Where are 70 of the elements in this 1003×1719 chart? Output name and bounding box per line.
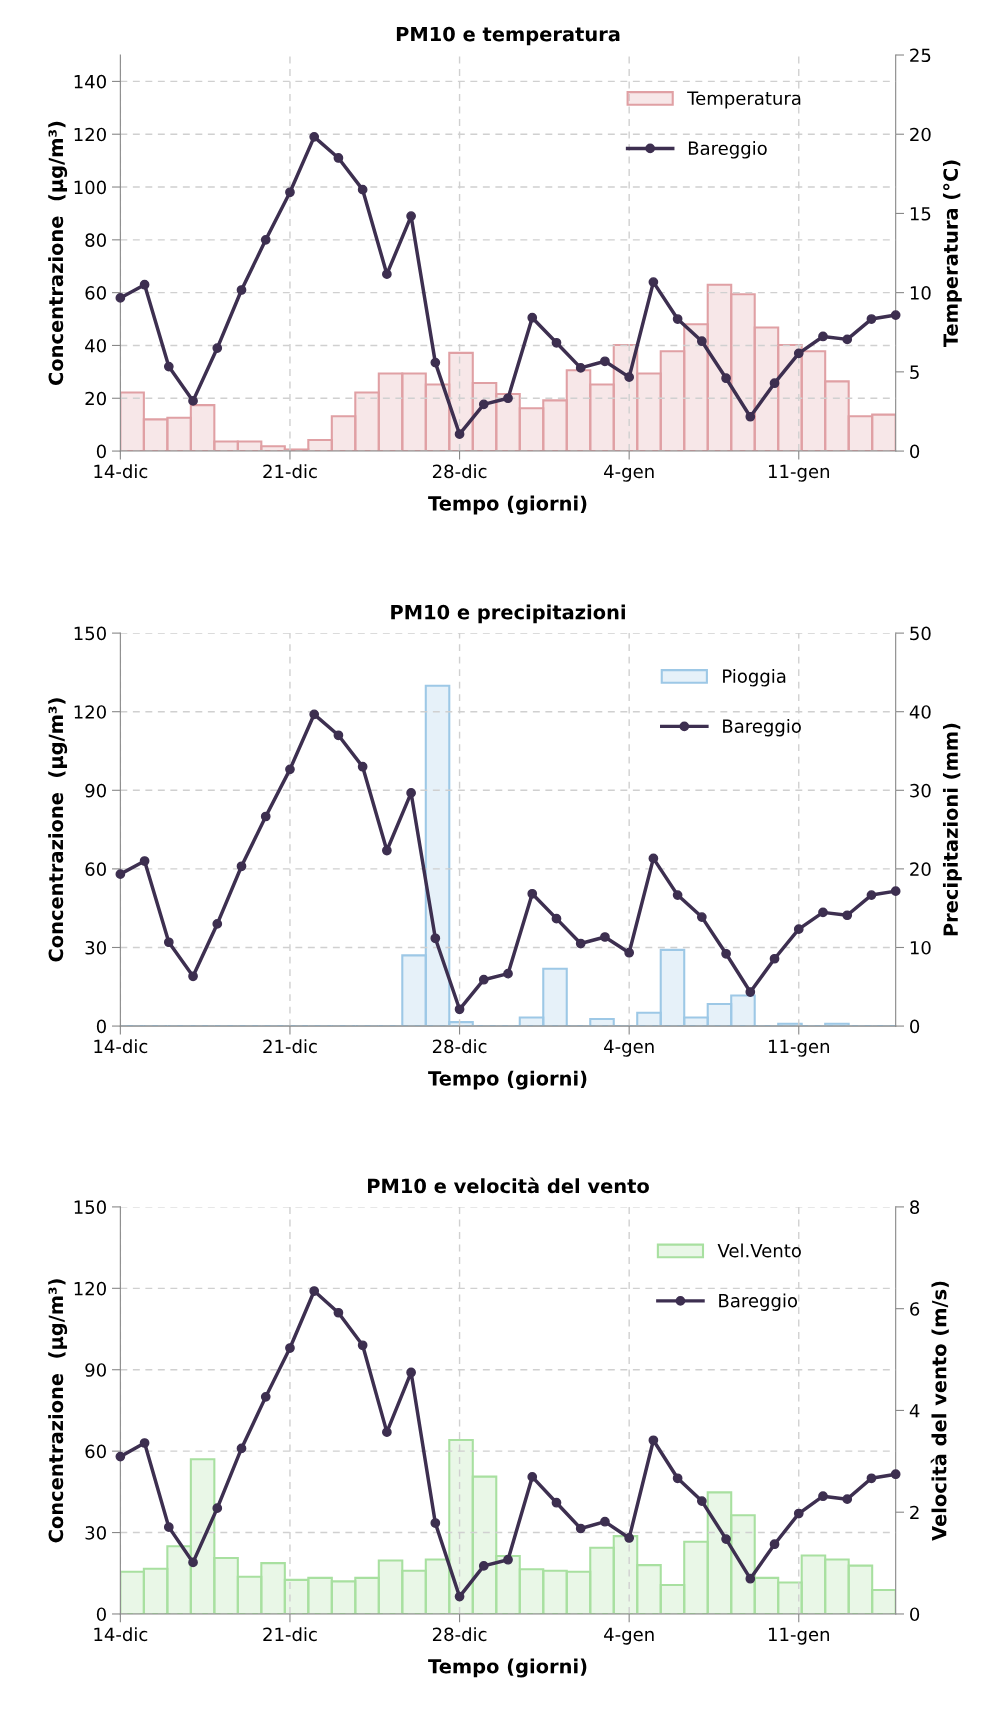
y2-axis-title: Temperatura (°C)	[942, 160, 962, 348]
y-tick-label: 140	[74, 74, 106, 89]
y2-tick-label: 0	[910, 1019, 920, 1034]
x-tick-label: 14-dic	[94, 464, 148, 479]
y2-tick-label: 0	[910, 1607, 920, 1622]
y-tick-label: 90	[85, 783, 106, 798]
y-tick-label: 90	[85, 1363, 106, 1377]
x-tick-label: 14-dic	[94, 1039, 148, 1054]
y2-tick-label: 20	[910, 862, 931, 876]
y-tick-label: 100	[74, 180, 106, 195]
y-axis-title: Concentrazione (µg/m³)	[48, 698, 68, 962]
x-tick-label: 14-dic	[94, 1627, 148, 1642]
x-axis-title: Tempo (giorni)	[428, 495, 587, 515]
legend-label: Vel.Vento	[717, 1243, 801, 1258]
y-axis-title: Concentrazione (µg/m³)	[48, 1279, 68, 1543]
y2-tick-label: 8	[910, 1200, 920, 1215]
y2-tick-label: 10	[910, 286, 931, 300]
y2-tick-label: 25	[910, 48, 931, 63]
y2-axis-title: Precipitazioni (mm)	[942, 723, 962, 936]
x-tick-label: 11-gen	[769, 1627, 829, 1645]
y2-tick-label: 5	[910, 365, 919, 379]
y-tick-label: 0	[96, 1607, 106, 1622]
legend-label: Temperatura	[687, 91, 801, 109]
y-tick-label: 150	[74, 626, 106, 641]
legend-label: Pioggia	[723, 669, 786, 687]
y-tick-label: 30	[85, 1526, 106, 1540]
chart-title: PM10 e precipitazioni	[391, 604, 625, 624]
y-tick-label: 120	[74, 127, 106, 142]
y-tick-label: 120	[74, 1281, 106, 1296]
x-axis-title: Tempo (giorni)	[428, 1070, 587, 1090]
y-tick-label: 60	[85, 286, 106, 300]
x-tick-label: 21-dic	[263, 464, 317, 479]
legend-label: Bareggio	[719, 1293, 798, 1311]
y-tick-label: 30	[85, 940, 106, 955]
y2-tick-label: 6	[910, 1302, 920, 1316]
y2-axis-title: Velocità del vento (m/s)	[930, 1281, 949, 1541]
legend-label: Bareggio	[688, 141, 767, 159]
x-tick-label: 4-gen	[604, 1627, 654, 1645]
x-tick-label: 28-dic	[432, 464, 487, 479]
chart-title: PM10 e temperatura	[396, 26, 620, 46]
y-axis-title: Concentrazione (µg/m³)	[48, 121, 68, 385]
x-tick-label: 11-gen	[769, 1039, 829, 1057]
y-tick-label: 20	[85, 391, 106, 406]
y-tick-label: 0	[96, 1019, 106, 1034]
y2-tick-label: 30	[910, 783, 931, 798]
y-tick-label: 40	[85, 338, 106, 353]
x-tick-label: 28-dic	[432, 1627, 487, 1642]
y2-tick-label: 15	[910, 207, 931, 221]
legend-label: Bareggio	[723, 718, 801, 737]
y2-tick-label: 50	[910, 626, 931, 641]
y-tick-label: 120	[74, 705, 106, 719]
y-tick-label: 0	[96, 444, 106, 459]
x-tick-label: 11-gen	[769, 464, 829, 482]
y2-tick-label: 40	[909, 705, 931, 719]
y-tick-label: 150	[74, 1200, 106, 1215]
y-tick-label: 60	[85, 1444, 106, 1459]
chart-title: PM10 e velocità del vento	[368, 1177, 649, 1194]
x-tick-label: 4-gen	[604, 464, 654, 482]
y-tick-label: 80	[85, 233, 106, 247]
x-tick-label: 28-dic	[432, 1039, 487, 1054]
y2-tick-label: 2	[910, 1505, 919, 1520]
y2-tick-label: 0	[910, 444, 920, 459]
y2-tick-label: 4	[909, 1404, 920, 1418]
x-tick-label: 21-dic	[263, 1039, 317, 1054]
y-tick-label: 60	[85, 862, 106, 876]
y2-tick-label: 20	[910, 127, 931, 142]
y2-tick-label: 10	[910, 940, 931, 955]
x-tick-label: 21-dic	[263, 1627, 317, 1642]
x-tick-label: 4-gen	[604, 1039, 654, 1057]
x-axis-title: Tempo (giorni)	[428, 1658, 587, 1678]
